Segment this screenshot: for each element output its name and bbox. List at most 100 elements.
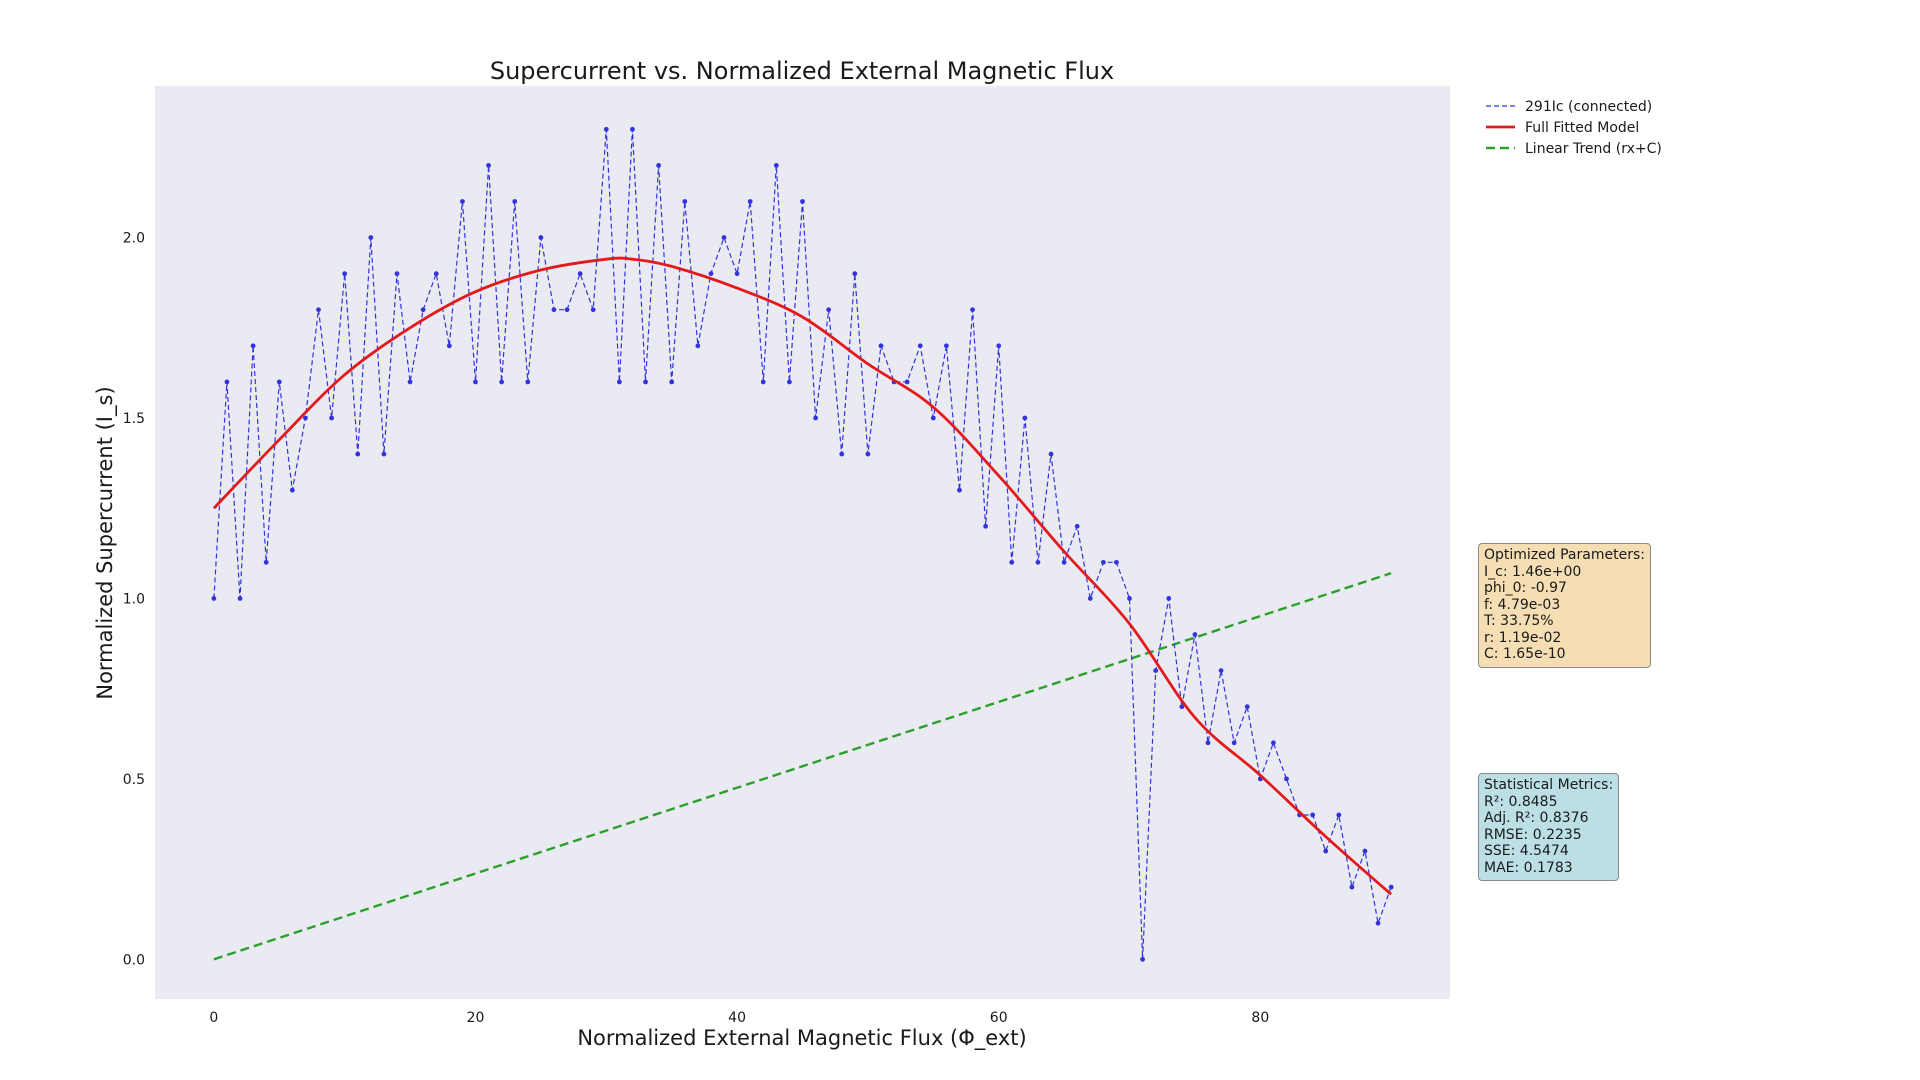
param-line: f: 4.79e-03 bbox=[1484, 596, 1561, 613]
data-point bbox=[590, 307, 596, 313]
x-ticks: 0 20 40 60 80 bbox=[209, 1010, 1269, 1026]
param-line: T: 33.75% bbox=[1484, 613, 1554, 629]
data-point bbox=[381, 451, 387, 457]
data-point bbox=[930, 415, 936, 421]
data-point bbox=[734, 271, 740, 277]
data-point bbox=[263, 559, 269, 565]
data-point bbox=[1127, 596, 1132, 601]
data-point bbox=[1140, 956, 1146, 962]
data-point bbox=[1035, 559, 1041, 565]
data-point bbox=[747, 199, 753, 204]
data-point bbox=[473, 379, 478, 385]
data-point bbox=[407, 379, 413, 385]
data-point bbox=[1271, 740, 1276, 746]
data-point bbox=[316, 307, 321, 313]
data-point bbox=[773, 162, 779, 168]
data-point bbox=[813, 415, 818, 421]
fitted-model-curve bbox=[212, 256, 1393, 896]
chart-title: Supercurrent vs. Normalized External Mag… bbox=[490, 57, 1114, 85]
data-point bbox=[826, 307, 832, 313]
data-point bbox=[983, 523, 989, 529]
metric-line: SSE: 4.5474 bbox=[1484, 843, 1569, 859]
data-point bbox=[970, 307, 975, 313]
data-point bbox=[917, 343, 923, 349]
data-point bbox=[303, 415, 308, 421]
data-point bbox=[708, 271, 714, 277]
param-line: C: 1.65e-10 bbox=[1484, 646, 1566, 662]
statistical-metrics-box: Statistical Metrics: R²: 0.8485 Adj. R²:… bbox=[1478, 773, 1620, 881]
x-tick-label: 20 bbox=[467, 1010, 485, 1026]
x-tick-label: 0 bbox=[209, 1010, 218, 1026]
metric-line: R²: 0.8485 bbox=[1484, 793, 1558, 810]
data-point bbox=[355, 451, 361, 457]
data-point bbox=[1349, 884, 1355, 890]
data-point bbox=[643, 379, 648, 385]
data-point bbox=[669, 379, 675, 385]
data-point bbox=[852, 271, 858, 277]
series-layer bbox=[211, 126, 1394, 962]
data-point bbox=[904, 379, 910, 385]
data-point bbox=[289, 487, 295, 493]
y-tick-label: 1.0 bbox=[123, 591, 145, 607]
param-line: r: 1.19e-02 bbox=[1484, 629, 1562, 646]
data-point bbox=[1231, 740, 1237, 746]
y-tick-label: 2.0 bbox=[123, 231, 145, 247]
data-point bbox=[1375, 920, 1381, 926]
data-point bbox=[394, 271, 400, 277]
data-point bbox=[564, 307, 570, 313]
data-point bbox=[525, 379, 531, 385]
data-point bbox=[878, 343, 884, 349]
data-point bbox=[1009, 559, 1015, 565]
data-point bbox=[538, 235, 544, 240]
data-point bbox=[433, 271, 439, 277]
data-point bbox=[630, 126, 635, 132]
data-point bbox=[1362, 848, 1368, 854]
metrics-title: Statistical Metrics: bbox=[1484, 777, 1614, 793]
x-tick-label: 60 bbox=[990, 1010, 1008, 1026]
x-tick-label: 40 bbox=[728, 1010, 746, 1026]
data-point bbox=[446, 343, 452, 349]
metric-line: RMSE: 0.2235 bbox=[1484, 826, 1582, 843]
plot-area bbox=[155, 86, 1450, 999]
data-point bbox=[1100, 559, 1106, 565]
data-point bbox=[865, 451, 871, 457]
data-point bbox=[276, 379, 282, 385]
data-point bbox=[1323, 848, 1329, 854]
param-line: phi_0: -0.97 bbox=[1484, 580, 1567, 596]
data-point bbox=[1388, 884, 1394, 890]
data-point bbox=[721, 235, 727, 240]
data-point bbox=[329, 415, 334, 421]
data-point bbox=[342, 271, 348, 277]
data-point bbox=[943, 343, 949, 349]
data-point bbox=[551, 307, 557, 313]
data-point bbox=[224, 379, 230, 385]
data-point bbox=[1153, 668, 1159, 674]
data-point bbox=[250, 343, 256, 349]
data-point bbox=[420, 307, 426, 313]
data-point bbox=[603, 126, 609, 132]
data-point bbox=[1218, 668, 1224, 674]
y-tick-label: 0.0 bbox=[123, 952, 145, 968]
legend-label-trend: Linear Trend (rx+C) bbox=[1525, 141, 1662, 157]
data-point bbox=[1048, 451, 1054, 457]
data-point bbox=[1087, 596, 1093, 601]
x-axis-label: Normalized External Magnetic Flux (Φ_ext… bbox=[577, 1026, 1026, 1051]
legend: 291Ic (connected) Full Fitted Model Line… bbox=[1486, 99, 1662, 157]
params-title: Optimized Parameters: bbox=[1484, 547, 1645, 563]
data-point bbox=[1114, 559, 1119, 565]
data-point bbox=[787, 379, 792, 385]
param-line: I_c: 1.46e+00 bbox=[1484, 563, 1582, 580]
data-point bbox=[237, 596, 243, 601]
data-point bbox=[1284, 776, 1289, 782]
y-axis-label: Normalized Supercurrent (I_s) bbox=[93, 386, 118, 699]
data-point bbox=[1061, 559, 1067, 565]
data-point bbox=[459, 199, 465, 204]
data-point bbox=[577, 271, 583, 277]
data-point bbox=[1310, 812, 1316, 818]
y-tick-label: 1.5 bbox=[123, 411, 145, 427]
data-point bbox=[1022, 415, 1028, 421]
data-point bbox=[1336, 812, 1342, 818]
data-point bbox=[512, 199, 518, 204]
data-point bbox=[1166, 596, 1172, 601]
